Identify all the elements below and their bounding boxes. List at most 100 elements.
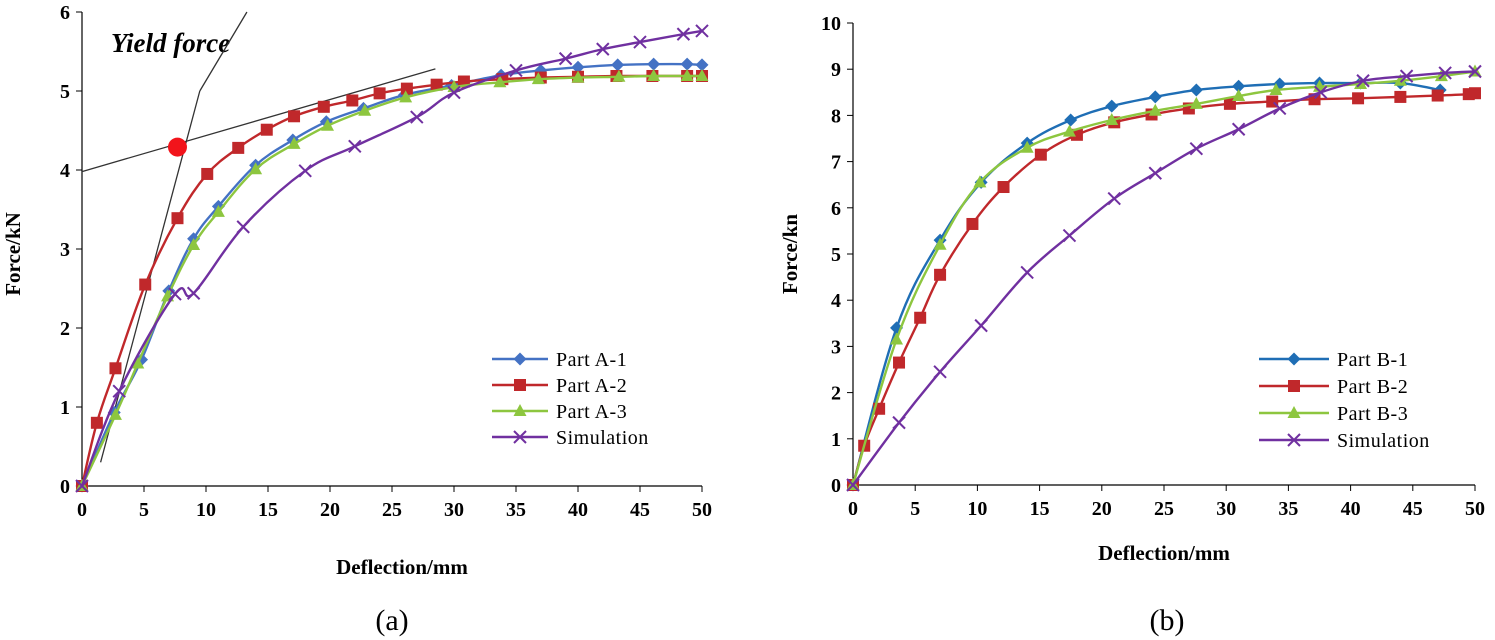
y-tick-label: 2 <box>60 318 70 340</box>
data-point <box>139 278 152 291</box>
tangent-line <box>199 11 248 92</box>
x-tick-label: 50 <box>1465 498 1485 520</box>
data-point <box>611 58 625 72</box>
yield-force-annotation: Yield force <box>111 28 230 58</box>
legend-box <box>1255 343 1467 467</box>
data-point <box>1062 228 1077 243</box>
data-point <box>974 318 988 333</box>
data-point <box>75 479 89 493</box>
data-point <box>1438 66 1452 80</box>
y-tick-label: 7 <box>831 152 841 174</box>
panel-label-b: (b) <box>1150 604 1185 637</box>
data-point <box>1070 128 1083 141</box>
data-point <box>680 57 694 71</box>
y-tick-label: 5 <box>60 81 70 103</box>
x-tick-label: 15 <box>1030 498 1050 520</box>
legend-marker <box>513 404 527 416</box>
x-tick-label: 40 <box>568 499 588 521</box>
data-point <box>676 27 691 41</box>
y-tick-label: 6 <box>60 2 70 24</box>
data-point <box>680 68 694 81</box>
data-point <box>187 238 201 251</box>
marker-stroke <box>1189 141 1204 156</box>
marker-stroke <box>974 318 988 333</box>
data-point <box>298 164 312 178</box>
data-point <box>893 356 906 369</box>
data-point <box>1468 64 1482 79</box>
chart-panel-b: Force/kn Deflection/mm (b) 0123456789100… <box>778 13 1485 637</box>
y-tick-label: 10 <box>821 13 841 35</box>
x-tick-label: 45 <box>630 499 650 521</box>
data-point <box>1393 73 1407 86</box>
legend-marker <box>514 379 526 391</box>
data-point <box>1148 166 1162 180</box>
data-point <box>112 384 126 398</box>
y-tick-label: 3 <box>60 239 70 261</box>
marker-stroke <box>695 24 709 38</box>
marker-stroke <box>1399 69 1414 83</box>
legend: Part B-1 Part B-2 Part B-3 Simulation <box>1255 343 1467 467</box>
data-point <box>236 220 250 234</box>
marker-stroke <box>558 51 573 66</box>
marker-stroke <box>75 479 89 493</box>
marker-stroke <box>410 110 424 124</box>
data-point <box>317 100 330 113</box>
marker-stroke <box>1468 64 1482 79</box>
marker-stroke <box>1020 265 1034 280</box>
y-tick-label: 6 <box>831 198 841 220</box>
data-point <box>1189 96 1203 109</box>
marker-stroke <box>1231 122 1246 136</box>
data-point <box>211 204 225 217</box>
data-point <box>997 181 1010 194</box>
data-point <box>232 141 245 154</box>
data-point <box>1034 148 1047 161</box>
y-tick-label: 5 <box>831 244 841 266</box>
data-point <box>1469 87 1481 100</box>
legend-label: Part B-2 <box>1337 376 1408 398</box>
data-point <box>90 416 103 429</box>
marker-stroke <box>596 42 610 56</box>
legend-marker <box>1288 380 1300 392</box>
y-tick-label: 0 <box>60 476 70 498</box>
legend-label: Part A-2 <box>556 375 627 397</box>
data-point <box>890 332 904 345</box>
x-tick-label: 20 <box>320 499 340 521</box>
x-tick-label: 35 <box>506 499 526 521</box>
legend: Part A-1 Part A-2 Part A-3 Simulation <box>488 343 693 467</box>
data-point <box>168 287 182 301</box>
x-tick-label: 25 <box>1154 498 1174 520</box>
data-point <box>171 212 184 225</box>
data-point <box>373 87 386 100</box>
marker-stroke <box>846 478 860 492</box>
data-point <box>201 167 214 180</box>
legend-label: Part A-3 <box>556 401 627 423</box>
series-line <box>852 70 1476 486</box>
legend-box <box>488 343 693 467</box>
data-point <box>287 136 301 149</box>
x-tick-label: 5 <box>910 498 920 520</box>
data-point <box>399 90 413 103</box>
y-tick-label: 8 <box>831 105 841 127</box>
data-point <box>358 103 372 116</box>
legend-label: Part B-3 <box>1337 403 1408 425</box>
data-point <box>1189 83 1203 97</box>
yield-point-marker <box>167 137 187 157</box>
data-point <box>1064 113 1078 127</box>
data-point <box>933 237 947 250</box>
data-point <box>612 69 626 82</box>
x-axis-label-a: Deflection/mm <box>336 555 468 579</box>
x-tick-label: 0 <box>848 498 858 520</box>
marker-stroke <box>1062 228 1077 243</box>
x-tick-label: 15 <box>258 499 278 521</box>
data-point <box>596 42 610 56</box>
data-point <box>1062 124 1076 137</box>
legend-marker <box>1287 406 1301 418</box>
data-point <box>647 68 661 81</box>
marker-stroke <box>1148 166 1162 180</box>
y-axis-label-b: Force/kn <box>778 214 802 294</box>
data-point <box>1105 113 1119 126</box>
legend-label: Simulation <box>556 427 649 449</box>
x-tick-label: 30 <box>444 499 464 521</box>
data-point <box>1148 103 1162 116</box>
data-point <box>1020 140 1034 153</box>
